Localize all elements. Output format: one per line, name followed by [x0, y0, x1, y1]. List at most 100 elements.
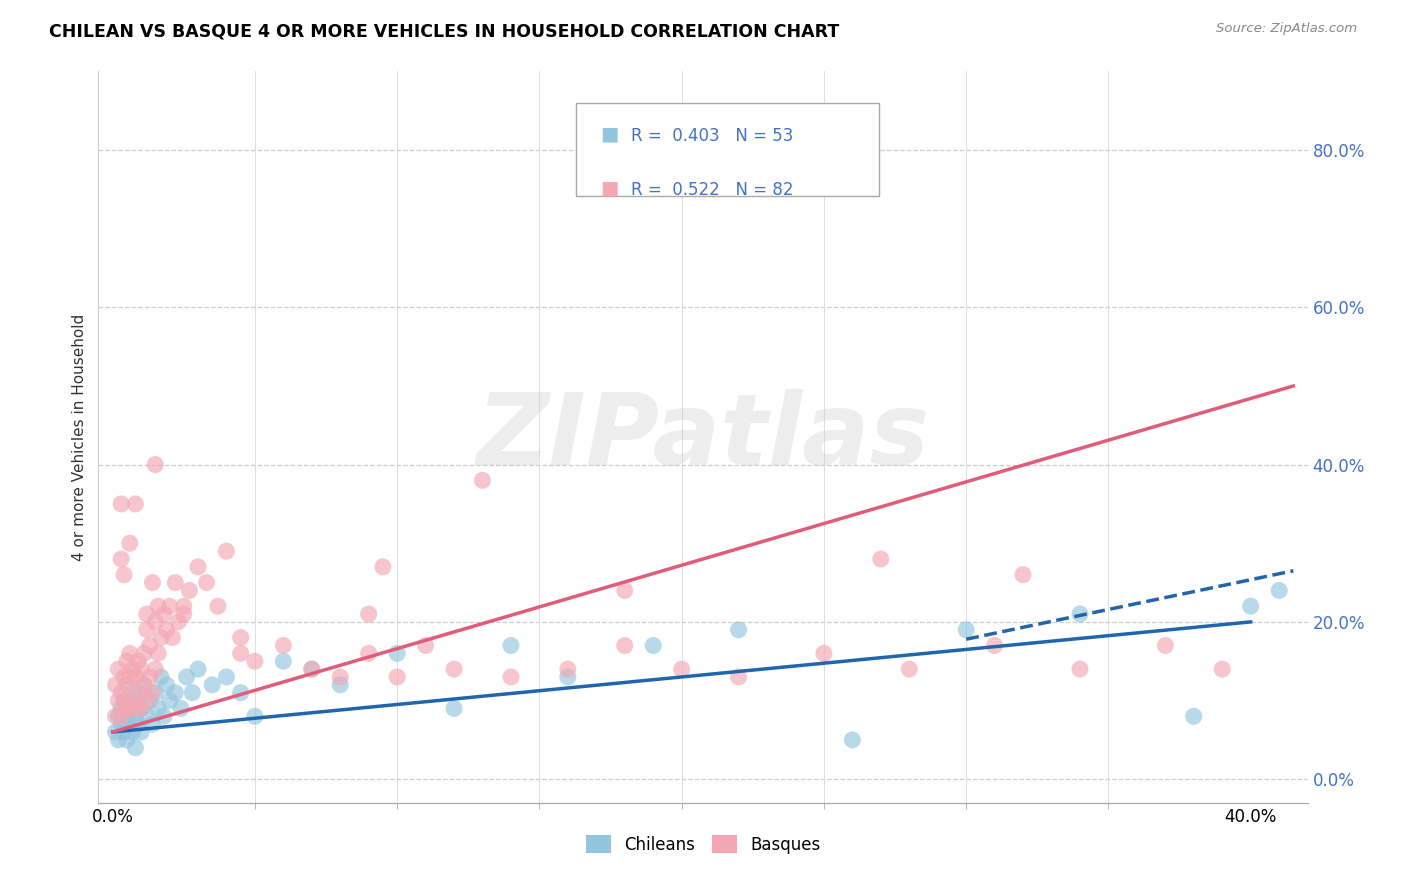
Point	[415, 639, 437, 653]
Point	[173, 607, 195, 621]
Point	[195, 575, 218, 590]
Point	[329, 678, 352, 692]
Point	[135, 709, 157, 723]
Point	[471, 473, 494, 487]
Point	[138, 639, 160, 653]
Text: R =  0.403   N = 53: R = 0.403 N = 53	[631, 127, 793, 145]
Point	[138, 693, 160, 707]
Point	[179, 583, 201, 598]
Point	[329, 670, 352, 684]
Point	[135, 623, 157, 637]
Point	[118, 536, 141, 550]
Point	[643, 639, 665, 653]
Point	[243, 709, 266, 723]
Point	[110, 686, 132, 700]
Point	[215, 544, 238, 558]
Point	[127, 717, 149, 731]
Point	[143, 458, 166, 472]
Point	[156, 623, 179, 637]
Text: ZIPatlas: ZIPatlas	[477, 389, 929, 485]
Point	[110, 701, 132, 715]
Point	[229, 686, 252, 700]
Point	[229, 631, 252, 645]
Point	[187, 662, 209, 676]
Point	[813, 646, 835, 660]
Point	[132, 678, 155, 692]
Point	[273, 639, 295, 653]
Point	[557, 662, 579, 676]
Point	[207, 599, 229, 614]
Y-axis label: 4 or more Vehicles in Household: 4 or more Vehicles in Household	[72, 313, 87, 561]
Point	[135, 693, 157, 707]
Point	[129, 701, 152, 715]
Point	[385, 670, 408, 684]
Point	[141, 686, 163, 700]
Point	[499, 639, 522, 653]
Text: CHILEAN VS BASQUE 4 OR MORE VEHICLES IN HOUSEHOLD CORRELATION CHART: CHILEAN VS BASQUE 4 OR MORE VEHICLES IN …	[49, 22, 839, 40]
Point	[385, 646, 408, 660]
Point	[115, 732, 138, 747]
Point	[121, 686, 143, 700]
Point	[107, 709, 129, 723]
Point	[159, 599, 181, 614]
Point	[357, 646, 380, 660]
Point	[127, 686, 149, 700]
Point	[115, 709, 138, 723]
Point	[146, 646, 169, 660]
Point	[104, 709, 127, 723]
Point	[727, 623, 749, 637]
Point	[124, 740, 146, 755]
Point	[124, 709, 146, 723]
Point	[112, 725, 135, 739]
Point	[443, 662, 465, 676]
Point	[132, 646, 155, 660]
Point	[153, 709, 176, 723]
Point	[110, 552, 132, 566]
Point	[170, 701, 193, 715]
Point	[229, 646, 252, 660]
Point	[118, 717, 141, 731]
Point	[165, 575, 187, 590]
Point	[727, 670, 749, 684]
Point	[132, 678, 155, 692]
Point	[110, 497, 132, 511]
Point	[1069, 607, 1091, 621]
Point	[983, 639, 1005, 653]
Point	[167, 615, 190, 629]
Point	[121, 725, 143, 739]
Point	[112, 567, 135, 582]
Point	[150, 670, 173, 684]
Point	[162, 631, 184, 645]
Point	[898, 662, 921, 676]
Point	[273, 654, 295, 668]
Point	[1012, 567, 1035, 582]
Point	[118, 670, 141, 684]
Point	[121, 693, 143, 707]
Point	[557, 670, 579, 684]
Point	[110, 717, 132, 731]
Point	[141, 575, 163, 590]
Point	[124, 701, 146, 715]
Point	[107, 693, 129, 707]
Point	[371, 559, 394, 574]
Point	[104, 678, 127, 692]
Point	[115, 654, 138, 668]
Point	[112, 670, 135, 684]
Point	[146, 701, 169, 715]
Point	[187, 559, 209, 574]
Point	[143, 615, 166, 629]
Point	[115, 678, 138, 692]
Point	[118, 646, 141, 660]
Point	[112, 693, 135, 707]
Text: ■: ■	[600, 178, 619, 197]
Point	[613, 583, 636, 598]
Point	[156, 678, 179, 692]
Point	[613, 639, 636, 653]
Point	[181, 686, 204, 700]
Point	[118, 701, 141, 715]
Point	[129, 725, 152, 739]
Point	[165, 686, 187, 700]
Point	[153, 607, 176, 621]
Point	[143, 662, 166, 676]
Point	[443, 701, 465, 715]
